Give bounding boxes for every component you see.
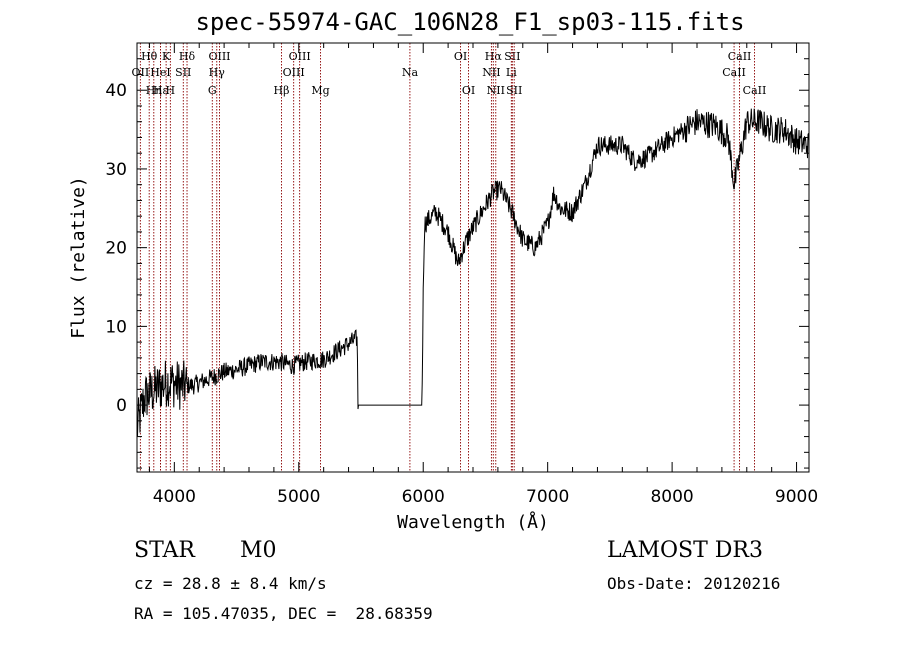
line-label-14: Hβ xyxy=(274,84,290,97)
line-label-24: SII xyxy=(506,84,522,97)
line-label-21: NII xyxy=(487,84,505,97)
redshift-cz: cz = 28.8 ± 8.4 km/s xyxy=(134,574,327,593)
spectrum-line xyxy=(136,108,810,437)
plot-frame xyxy=(136,42,810,473)
x-axis-label: Wavelength (Å) xyxy=(397,511,549,533)
line-label-23: Li xyxy=(506,66,517,79)
line-label-17: OI xyxy=(454,50,467,63)
y-axis-label: Flux (relative) xyxy=(68,176,89,339)
line-label-25: CaII xyxy=(728,50,752,63)
y-tick-label: 10 xyxy=(105,317,127,337)
line-label-18: OI xyxy=(462,84,475,97)
survey-name: LAMOST DR3 xyxy=(607,538,763,563)
line-label-12: OIII xyxy=(289,50,311,63)
line-label-15: Mg xyxy=(311,84,329,97)
x-tick-label: 4000 xyxy=(153,487,196,507)
line-label-4: Hε xyxy=(153,84,169,97)
line-label-20: NII xyxy=(482,66,500,79)
line-label-3: HeI xyxy=(150,66,170,79)
observation-date: Obs-Date: 20120216 xyxy=(607,574,781,593)
y-tick-label: 20 xyxy=(105,239,127,259)
line-label-5: K xyxy=(162,50,171,63)
object-class: STAR xyxy=(134,538,195,563)
x-tick-label: 8000 xyxy=(650,487,693,507)
line-label-0: Hθ xyxy=(141,50,158,63)
line-label-27: CaII xyxy=(743,84,767,97)
line-label-7: H xyxy=(166,84,176,97)
y-tick-label: 40 xyxy=(105,81,127,101)
line-label-10: Hγ xyxy=(209,66,226,79)
line-label-8: Hδ xyxy=(179,50,196,63)
x-tick-label: 7000 xyxy=(526,487,569,507)
line-label-11: G xyxy=(208,84,217,97)
line-label-9: OIII xyxy=(208,50,230,63)
x-tick-label: 6000 xyxy=(402,487,445,507)
line-label-19: Hα xyxy=(485,50,503,63)
line-label-2: Hη xyxy=(146,84,162,97)
line-label-22: SII xyxy=(504,50,520,63)
y-tick-label: 0 xyxy=(116,396,127,416)
x-tick-label: 9000 xyxy=(775,487,818,507)
ra-dec-coordinates: RA = 105.47035, DEC = 28.68359 xyxy=(134,604,433,623)
line-label-13: OIII xyxy=(283,66,305,79)
y-tick-label: 30 xyxy=(105,160,127,180)
line-label-26: CaII xyxy=(722,66,746,79)
line-label-1: OII xyxy=(132,66,150,79)
line-label-6: SII xyxy=(175,66,191,79)
line-label-16: Na xyxy=(402,66,419,79)
chart-title: spec-55974-GAC_106N28_F1_sp03-115.fits xyxy=(195,8,745,36)
x-tick-label: 5000 xyxy=(277,487,320,507)
object-subclass: M0 xyxy=(240,538,277,563)
